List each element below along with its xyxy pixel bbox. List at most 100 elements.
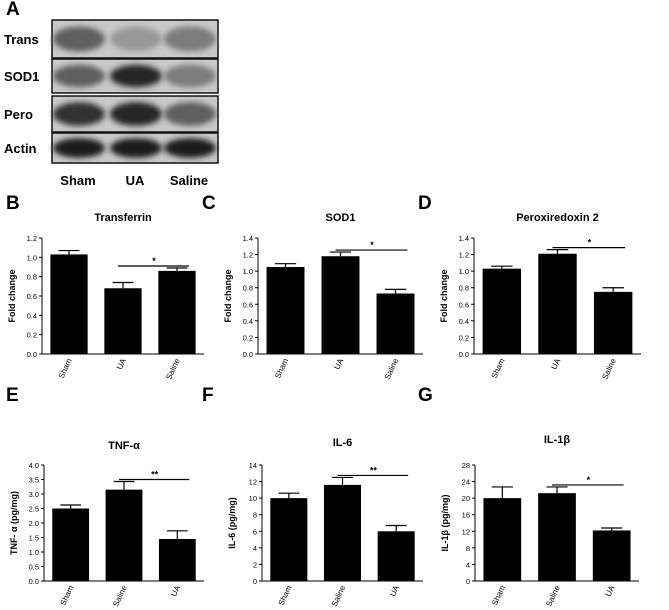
y-tick-label: 0.8 — [27, 273, 37, 282]
blot-lane-label: UA — [126, 173, 145, 188]
blot-band — [53, 102, 105, 126]
chart-4: TNF-α 0.0 0.5 1.0 1.5 2.0 2.5 3.0 3.5 4.0 TNF- α (… — [9, 440, 204, 608]
blot-lane-label: Sham — [60, 173, 95, 188]
bar-sham — [266, 267, 305, 354]
significance-marker: ** — [370, 465, 378, 475]
x-tick-label: UA — [332, 356, 345, 370]
blot-band — [110, 102, 162, 126]
blot-row-label: SOD1 — [4, 69, 39, 84]
bar-ua — [592, 530, 631, 581]
blot-band — [53, 64, 105, 88]
x-tick-label: UA — [604, 583, 617, 597]
blot-row-label: Trans — [4, 32, 39, 47]
y-axis-label: TNF- α (pg/mg) — [9, 491, 19, 555]
blot-band — [53, 26, 105, 52]
x-tick-label: Saline — [111, 584, 129, 608]
y-tick-label: 0 — [253, 577, 257, 586]
blot-row-trans — [51, 19, 219, 59]
bar-saline — [323, 484, 362, 581]
chart-3: Peroxiredoxin 2 0.0 0.2 0.4 0.6 0.8 1.0 1.2 1.4 F… — [439, 212, 641, 381]
blot-band — [110, 64, 162, 88]
chart-6: IL-1β 0 4 8 12 16 20 24 28 IL-1β (pg/mg) Sham Salin… — [440, 434, 639, 608]
bar-saline — [105, 489, 143, 581]
x-tick-label: Saline — [600, 357, 618, 381]
y-axis-label: IL-6 (pg/mg) — [227, 497, 237, 549]
chart-1: Transferrin 0.0 0.2 0.4 0.6 0.8 1.0 1.2 Fold cha… — [7, 212, 204, 381]
y-axis-label: IL-1β (pg/mg) — [440, 495, 450, 552]
bar-sham — [52, 508, 90, 581]
y-tick-label: 6 — [253, 527, 257, 536]
y-tick-label: 1.0 — [243, 267, 253, 276]
bar-ua — [158, 538, 196, 581]
bar-ua — [321, 256, 360, 354]
blot-row-sod1 — [51, 58, 219, 94]
blot-row-label: Pero — [4, 107, 33, 122]
y-tick-label: 0.2 — [27, 331, 37, 340]
y-tick-label: 2.0 — [29, 519, 39, 528]
y-tick-label: 8 — [466, 544, 470, 553]
y-tick-label: 14 — [249, 461, 257, 470]
blot-band — [164, 138, 216, 158]
significance-marker: ** — [151, 470, 159, 480]
y-tick-label: 0.4 — [27, 311, 37, 320]
y-tick-label: 0.0 — [29, 577, 39, 586]
chart-2: SOD1 0.0 0.2 0.4 0.6 0.8 1.0 1.2 1.4 Fold change S… — [223, 212, 423, 381]
bar-sham — [50, 254, 88, 354]
bar-sham — [483, 498, 522, 581]
blot-band — [53, 138, 105, 158]
panel-label-f: F — [202, 385, 214, 406]
y-tick-label: 24 — [462, 478, 470, 487]
y-tick-label: 2.5 — [29, 505, 39, 514]
blot-row-pero — [51, 95, 219, 133]
bar-saline — [158, 270, 196, 354]
x-tick-label: Sham — [277, 584, 294, 607]
blot-row-label: Actin — [4, 141, 37, 156]
y-tick-label: 12 — [462, 527, 470, 536]
chart-title: Transferrin — [94, 212, 152, 224]
y-tick-label: 0.4 — [243, 317, 253, 326]
y-tick-label: 3.0 — [29, 490, 39, 499]
y-tick-label: 12 — [249, 478, 257, 487]
y-tick-label: 1.2 — [27, 234, 37, 243]
chart-5: IL-6 0 2 4 6 8 10 12 14 IL-6 (pg/mg) Sham Saline UA *… — [227, 437, 423, 608]
chart-title: IL-1β — [544, 434, 571, 446]
y-tick-label: 0.8 — [243, 284, 253, 293]
x-tick-label: Saline — [164, 357, 182, 381]
significance-marker: * — [588, 238, 592, 248]
western-blot-panel: Trans SOD1 Pero Actin Sham UA Saline — [4, 19, 219, 188]
blot-lane-label: Saline — [170, 173, 208, 188]
panel-label-e: E — [6, 385, 19, 406]
x-tick-label: Sham — [490, 584, 507, 607]
y-tick-label: 4 — [466, 560, 470, 569]
blot-band — [110, 138, 162, 158]
blot-band — [164, 102, 216, 126]
bar-saline — [376, 293, 415, 354]
bar-sham — [482, 268, 522, 354]
y-tick-label: 0 — [466, 577, 470, 586]
y-tick-label: 4 — [253, 544, 257, 553]
panel-label-c: C — [202, 193, 216, 214]
y-tick-label: 1.0 — [459, 267, 469, 276]
x-tick-label: Saline — [383, 357, 401, 381]
panel-label-a: A — [6, 0, 20, 20]
y-tick-label: 28 — [462, 461, 470, 470]
y-tick-label: 0.6 — [243, 300, 253, 309]
panel-label-d: D — [418, 193, 432, 214]
y-tick-label: 1.4 — [243, 234, 253, 243]
y-tick-label: 8 — [253, 511, 257, 520]
bar-ua — [377, 531, 415, 581]
y-tick-label: 16 — [462, 511, 470, 520]
bar-ua — [104, 288, 142, 354]
significance-marker: * — [370, 240, 374, 250]
y-tick-label: 4.0 — [29, 461, 39, 470]
blot-band — [110, 26, 162, 52]
y-tick-label: 1.0 — [27, 253, 37, 262]
x-tick-label: UA — [169, 583, 182, 597]
blot-row-actin — [51, 132, 219, 164]
y-tick-label: 0.2 — [459, 333, 469, 342]
y-tick-label: 1.2 — [243, 251, 253, 260]
y-axis-label: Fold change — [7, 269, 17, 322]
bar-saline — [538, 493, 576, 581]
y-tick-label: 10 — [249, 494, 257, 503]
chart-title: IL-6 — [333, 437, 353, 449]
